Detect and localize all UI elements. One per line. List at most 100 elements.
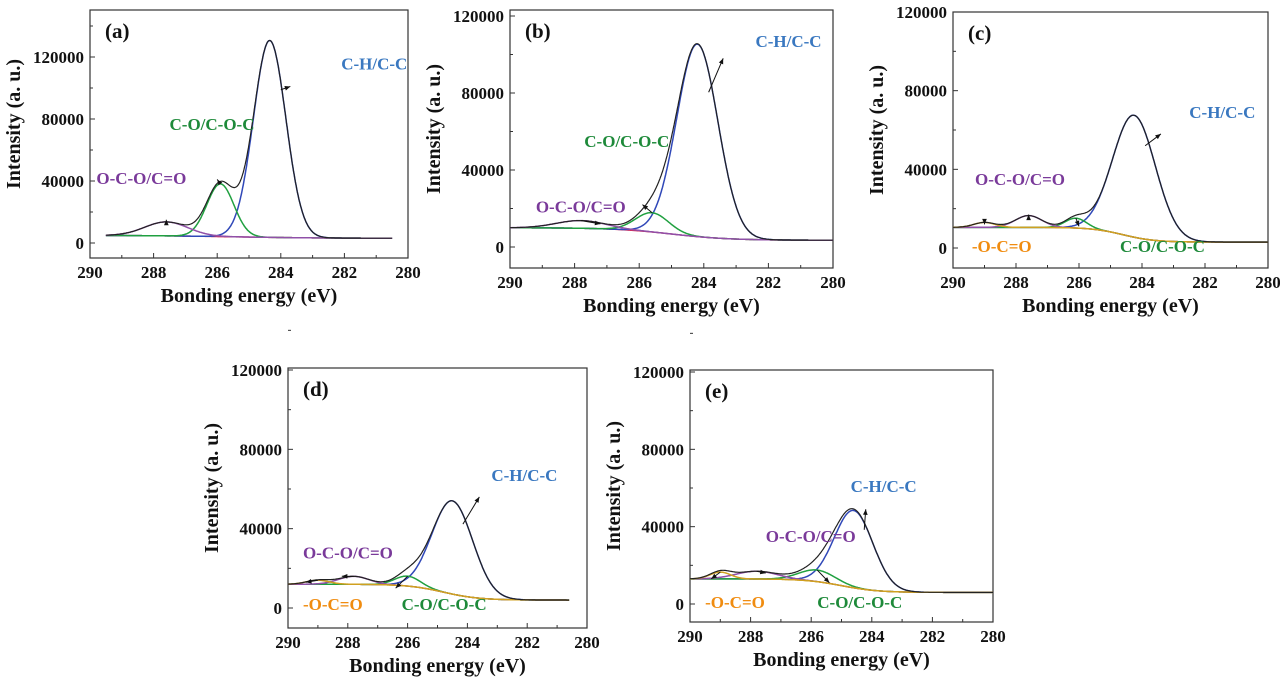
peak-label: C-H/C-C bbox=[341, 54, 407, 73]
peak-label: -O-C=O bbox=[303, 595, 363, 614]
x-tick-label: 286 bbox=[798, 627, 824, 646]
x-tick-label: 282 bbox=[514, 633, 540, 652]
peak-curve-c-o-c-o-c bbox=[690, 569, 993, 594]
arrow-head-icon bbox=[711, 573, 718, 579]
peak-label: C-H/C-C bbox=[1189, 103, 1255, 122]
x-tick-label: 282 bbox=[332, 263, 358, 282]
x-tick-label: 284 bbox=[691, 273, 717, 292]
y-axis-title: Intensity (a. u.) bbox=[3, 59, 25, 189]
x-tick-label: 280 bbox=[820, 273, 846, 292]
envelope-curve bbox=[953, 114, 1268, 243]
x-axis-title: Bonding energy (eV) bbox=[1022, 295, 1199, 317]
panel-b: 290 288 286 284 282 280 0 40000 80000 120000 Bondi… bbox=[423, 7, 846, 317]
x-tick-label: 280 bbox=[980, 627, 1006, 646]
peak-label: -O-C=O bbox=[705, 593, 765, 612]
x-tick-label: 286 bbox=[626, 273, 652, 292]
x-tick-label: 284 bbox=[859, 627, 885, 646]
arrow-head-icon bbox=[474, 496, 480, 503]
arrow-head-icon bbox=[1155, 133, 1161, 140]
x-tick-label: 286 bbox=[1066, 273, 1092, 292]
y-tick-label: 40000 bbox=[42, 172, 85, 191]
plot-frame bbox=[689, 369, 994, 623]
panel-label: (b) bbox=[525, 19, 551, 43]
x-tick-label: 290 bbox=[77, 263, 103, 282]
peak-label: C-H/C-C bbox=[491, 466, 557, 485]
x-tick-label: 284 bbox=[1129, 273, 1155, 292]
x-axis-title: Bonding energy (eV) bbox=[349, 655, 526, 677]
arrow-head-icon bbox=[163, 219, 169, 226]
peak-label: O-C-O/C=O bbox=[766, 527, 856, 546]
panel-c: 290 288 286 284 282 280 0 40000 80000 120000 Bondi… bbox=[866, 3, 1280, 317]
x-tick-label: 280 bbox=[1255, 273, 1280, 292]
plot-frame bbox=[287, 367, 588, 629]
arrow-head-icon bbox=[823, 577, 830, 583]
x-tick-label: 286 bbox=[204, 263, 230, 282]
y-tick-label: 120000 bbox=[453, 7, 504, 26]
y-tick-label: 120000 bbox=[33, 48, 84, 67]
arrow-head-icon bbox=[718, 58, 724, 65]
x-tick-label: 280 bbox=[395, 263, 421, 282]
peak-label: C-O/C-O-C bbox=[402, 595, 487, 614]
x-tick-label: 282 bbox=[920, 627, 946, 646]
x-tick-label: 288 bbox=[335, 633, 361, 652]
y-tick-label: 80000 bbox=[462, 84, 505, 103]
x-axis-title: Bonding energy (eV) bbox=[583, 295, 760, 317]
envelope-curve bbox=[690, 508, 993, 593]
arrow-head-icon bbox=[759, 569, 766, 575]
y-axis-title: Intensity (a. u.) bbox=[201, 423, 223, 553]
y-tick-label: 0 bbox=[76, 234, 85, 253]
x-tick-label: 286 bbox=[395, 633, 421, 652]
y-tick-label: 40000 bbox=[905, 160, 948, 179]
panel-label: (d) bbox=[303, 377, 329, 401]
y-tick-label: 0 bbox=[496, 238, 505, 257]
peak-label: O-C-O/C=O bbox=[96, 169, 186, 188]
y-tick-label: 120000 bbox=[633, 363, 684, 382]
y-tick-label: 40000 bbox=[240, 520, 283, 539]
peak-label: C-O/C-O-C bbox=[584, 132, 669, 151]
x-tick-label: 284 bbox=[455, 633, 481, 652]
arrow-head-icon bbox=[594, 220, 601, 226]
peak-label: C-H/C-C bbox=[851, 477, 917, 496]
panel-label: (a) bbox=[105, 19, 130, 43]
arrow-head-icon bbox=[217, 179, 223, 186]
arrow-head-icon bbox=[341, 573, 348, 579]
x-axis-title: Bonding energy (eV) bbox=[161, 285, 338, 307]
y-tick-label: 0 bbox=[939, 239, 948, 258]
y-tick-label: 40000 bbox=[462, 161, 505, 180]
panel-e: 290 288 286 284 282 280 0 40000 80000 120000 Bondi… bbox=[603, 332, 1006, 671]
envelope-curve bbox=[105, 39, 393, 239]
y-tick-label: 0 bbox=[676, 595, 685, 614]
x-tick-label: 282 bbox=[1192, 273, 1218, 292]
x-tick-label: 290 bbox=[497, 273, 523, 292]
peak-label: -O-C=O bbox=[972, 237, 1032, 256]
plot-frame bbox=[89, 9, 409, 259]
y-tick-label: 80000 bbox=[240, 440, 283, 459]
y-axis-title: Intensity (a. u.) bbox=[603, 421, 625, 551]
peak-curve-c-o-c-o-c bbox=[105, 183, 393, 239]
x-tick-label: 288 bbox=[738, 627, 764, 646]
peak-label: C-O/C-O-C bbox=[1120, 237, 1205, 256]
arrow-head-icon bbox=[642, 204, 649, 210]
peak-label: C-O/C-O-C bbox=[170, 115, 255, 134]
plot-frame bbox=[952, 11, 1269, 269]
y-tick-label: 120000 bbox=[231, 361, 282, 380]
arrow-head-icon bbox=[284, 86, 291, 91]
panel-a: 290 288 286 284 282 280 0 40000 80000 120000 Bondi… bbox=[3, 9, 421, 307]
arrow-head-icon bbox=[863, 509, 868, 515]
peak-label: C-O/C-O-C bbox=[817, 593, 902, 612]
arrow-head-icon bbox=[305, 579, 312, 584]
y-axis-title: Intensity (a. u.) bbox=[423, 64, 445, 194]
panel-d: 290 288 286 284 282 280 0 40000 80000 120000 Bondi… bbox=[201, 329, 600, 677]
arrow-head-icon bbox=[982, 218, 987, 225]
panel-label: (c) bbox=[968, 21, 991, 45]
y-tick-label: 40000 bbox=[642, 518, 685, 537]
x-tick-label: 288 bbox=[141, 263, 167, 282]
peak-curve-o-c-o-c-o bbox=[690, 570, 993, 594]
x-tick-label: 290 bbox=[275, 633, 301, 652]
x-tick-label: 284 bbox=[268, 263, 294, 282]
peak-curve-c-o-c-o-c bbox=[510, 211, 833, 241]
envelope-curve bbox=[288, 500, 570, 601]
y-tick-label: 120000 bbox=[896, 3, 947, 22]
x-tick-label: 288 bbox=[1003, 273, 1029, 292]
